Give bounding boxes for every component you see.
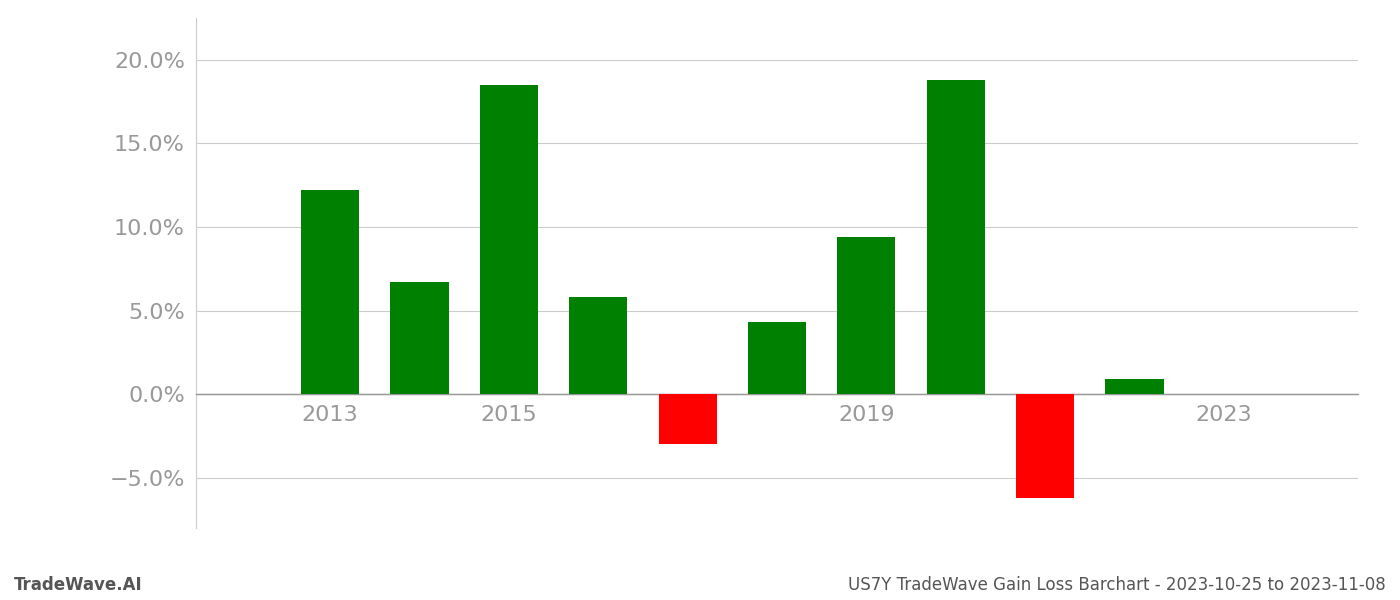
Bar	[837, 237, 896, 394]
Bar	[658, 394, 717, 445]
Bar	[1016, 394, 1074, 498]
Bar	[927, 80, 984, 394]
Bar	[570, 297, 627, 394]
Bar	[391, 282, 448, 394]
Text: US7Y TradeWave Gain Loss Barchart - 2023-10-25 to 2023-11-08: US7Y TradeWave Gain Loss Barchart - 2023…	[848, 576, 1386, 594]
Text: TradeWave.AI: TradeWave.AI	[14, 576, 143, 594]
Bar	[1106, 379, 1163, 394]
Bar	[748, 322, 806, 394]
Bar	[480, 85, 538, 394]
Bar	[301, 190, 360, 394]
